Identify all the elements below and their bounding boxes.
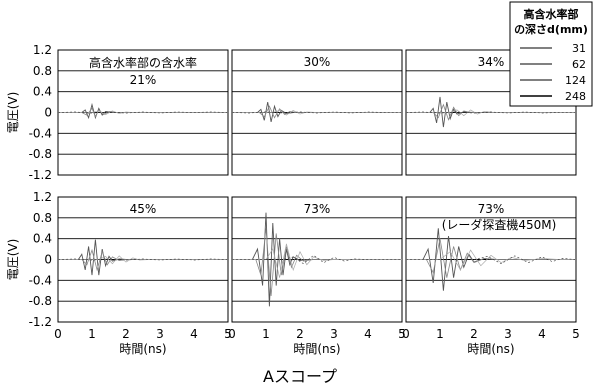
series-line-31 xyxy=(406,96,576,128)
x-tick-label: 0 xyxy=(54,327,62,341)
legend: 高含水率部 の深さd(mm) 31 62 124 248 xyxy=(509,1,593,107)
series-line-248 xyxy=(232,254,402,265)
x-tick-label: 3 xyxy=(330,327,338,341)
x-tick-label: 1 xyxy=(436,327,444,341)
x-tick-label: 4 xyxy=(364,327,372,341)
legend-label-62: 62 xyxy=(572,58,586,71)
series-line-124 xyxy=(232,110,402,116)
panel-title: 73% xyxy=(478,202,505,216)
panels-layer: 21%高含水率部の含水率 30% 34%45% 73% 73%(レーダ探査機450M) xyxy=(57,49,577,323)
panel-title: 21% xyxy=(130,73,157,87)
y-tick-label: 0 xyxy=(44,253,52,267)
y-tick-label: -0.8 xyxy=(29,147,52,161)
x-tick-label: 0 xyxy=(402,327,410,341)
panel-2: 30% xyxy=(231,49,403,176)
legend-label-248: 248 xyxy=(565,90,586,103)
x-axis-title: 時間(ns) xyxy=(119,342,166,356)
x-tick-label: 0 xyxy=(228,327,236,341)
panel-title: 73% xyxy=(304,202,331,216)
legend-label-124: 124 xyxy=(565,74,586,87)
y-tick-label: -1.2 xyxy=(29,168,52,182)
x-tick-label: 1 xyxy=(88,327,96,341)
y-axis-title: 電圧(V) xyxy=(6,92,20,134)
x-tick-label: 3 xyxy=(156,327,164,341)
y-tick-label: 0.4 xyxy=(33,232,52,246)
x-tick-label: 3 xyxy=(504,327,512,341)
y-axis-title: 電圧(V) xyxy=(6,239,20,281)
panel-1: 21% 高含水率部の含水率 xyxy=(57,49,229,176)
series-line-248 xyxy=(231,111,402,114)
series-line-62 xyxy=(232,228,402,296)
y-tick-label: 0.4 xyxy=(33,85,52,99)
series-line-62 xyxy=(232,105,402,119)
series-line-124 xyxy=(406,249,576,271)
series-line-248 xyxy=(406,255,577,265)
legend-box xyxy=(509,1,593,107)
series-line-124 xyxy=(232,243,402,278)
x-tick-label: 5 xyxy=(224,327,232,341)
series-line-124 xyxy=(58,255,228,265)
y-tick-label: 0.8 xyxy=(33,211,52,225)
legend-title-line-1: 高含水率部 xyxy=(524,7,579,21)
panel-4: 45% xyxy=(57,196,229,323)
panel-title: 45% xyxy=(130,202,157,216)
panel-note: (レーダ探査機450M) xyxy=(442,217,557,232)
legend-label-31: 31 xyxy=(572,42,586,55)
y-tick-label: -0.4 xyxy=(29,273,52,287)
series-line-248 xyxy=(57,111,229,114)
y-tick-label: 1.2 xyxy=(33,43,52,57)
series-line-62 xyxy=(58,248,228,272)
y-tick-label: 1.2 xyxy=(33,190,52,204)
panel-5: 73% xyxy=(231,196,403,323)
x-tick-label: 4 xyxy=(538,327,546,341)
panel-title: 34% xyxy=(478,55,505,69)
series-line-248 xyxy=(57,258,229,261)
x-tick-label: 2 xyxy=(470,327,478,341)
y-tick-label: 0 xyxy=(44,106,52,120)
panel-6: 73%(レーダ探査機450M) xyxy=(405,196,577,323)
series-line-248 xyxy=(405,111,576,114)
series-line-62 xyxy=(406,238,576,278)
x-tick-label: 5 xyxy=(398,327,406,341)
panel-header: 高含水率部の含水率 xyxy=(89,55,197,70)
y-tick-label: 0.8 xyxy=(33,64,52,78)
figure-caption: Aスコープ xyxy=(263,367,337,386)
x-tick-label: 5 xyxy=(572,327,580,341)
x-tick-label: 4 xyxy=(190,327,198,341)
y-tick-label: -1.2 xyxy=(29,315,52,329)
y-tick-label: -0.4 xyxy=(29,126,52,140)
series-line-62 xyxy=(406,103,576,121)
x-axis-title: 時間(ns) xyxy=(467,342,514,356)
axes-text-layer: 1.2 0.8 0.4 0 -0.4 -0.8 -1.2 電圧(V) 1.2 0.8 0.4 0 -0.… xyxy=(6,43,580,356)
panel-title: 30% xyxy=(304,55,331,69)
y-tick-label: -0.8 xyxy=(29,294,52,308)
series-line-31 xyxy=(232,212,402,307)
legend-title-line-2: の深さd(mm) xyxy=(514,22,588,36)
x-tick-label: 1 xyxy=(262,327,270,341)
x-tick-label: 2 xyxy=(296,327,304,341)
legend-entries: 31 62 124 248 xyxy=(520,42,586,103)
x-tick-label: 2 xyxy=(122,327,130,341)
x-axis-title: 時間(ns) xyxy=(293,342,340,356)
